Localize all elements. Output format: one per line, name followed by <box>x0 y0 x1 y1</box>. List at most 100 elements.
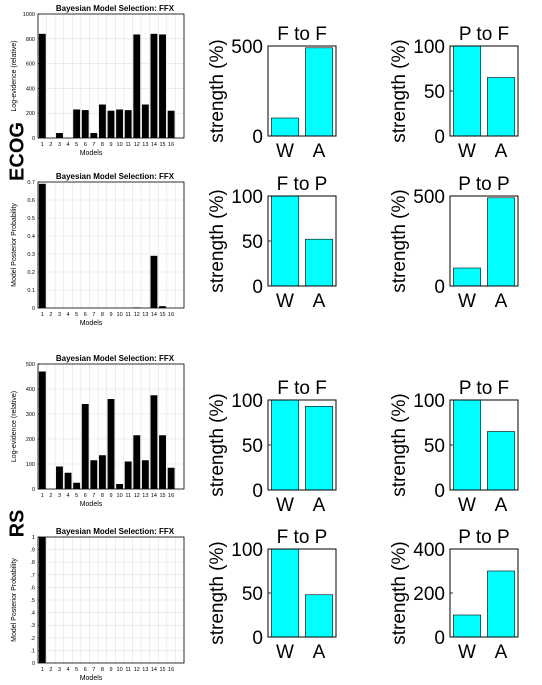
bar-A <box>487 570 515 638</box>
ytick-label: 0 <box>32 487 35 493</box>
chart-ecog-postprob: 00.10.20.30.40.50.60.71 2 3 4 5 6 7 8 9 10 11 12 13 1… <box>11 172 185 327</box>
xtick-label: 14 <box>151 493 157 499</box>
xtick-label: A <box>313 642 326 663</box>
bar-model-7 <box>90 460 98 489</box>
y-axis-label: strength (%) <box>389 393 410 496</box>
xtick-label: 4 <box>67 312 70 318</box>
y-axis-label: Model Posterior Probability <box>11 558 18 642</box>
ytick-label: 800 <box>26 37 35 43</box>
xtick-label: 13 <box>142 493 148 499</box>
chart-title: Bayesian Model Selection: FFX <box>56 354 175 363</box>
ytick-label: 300 <box>26 412 35 418</box>
bar-model-11 <box>124 110 132 138</box>
bar-model-6 <box>81 404 89 489</box>
xtick-label: A <box>313 495 326 516</box>
ytick-label: 100 <box>413 391 445 412</box>
chart-title: P to P <box>458 527 509 548</box>
bar-A <box>487 77 515 137</box>
xtick-label: 3 <box>58 142 61 148</box>
chart-ecog-f-to-p: 0 50 100 W A F to P strength (%) <box>207 174 337 312</box>
ytick-label: 50 <box>242 584 263 605</box>
xtick-label: A <box>313 291 326 312</box>
ytick-label: 50 <box>242 232 263 253</box>
ytick-label: .4 <box>30 611 35 617</box>
xtick-label: W <box>276 642 294 663</box>
xtick-label: 9 <box>109 312 112 318</box>
bar-W <box>271 117 299 137</box>
xtick-label: 5 <box>75 312 78 318</box>
plot-frame <box>267 45 337 137</box>
ytick-label: 0 <box>32 136 35 142</box>
xtick-label: 9 <box>109 493 112 499</box>
bar-A <box>305 594 333 638</box>
bar-model-5 <box>73 482 81 489</box>
bar-model-13 <box>141 104 149 138</box>
chart-rs-p-to-f: 0 50 100 W A P to F strength (%) <box>389 378 519 516</box>
chart-title: P to P <box>458 174 509 195</box>
ytick-label: .8 <box>30 560 35 566</box>
bar-model-11 <box>124 461 132 489</box>
xtick-label: W <box>276 495 294 516</box>
bar-A <box>305 47 333 137</box>
ytick-label: 100 <box>26 462 35 468</box>
xtick-label: 6 <box>84 667 87 673</box>
xtick-label: 11 <box>125 142 131 148</box>
xtick-label: 3 <box>58 493 61 499</box>
ytick-label: 0 <box>252 481 263 502</box>
xtick-label: 1 <box>41 493 44 499</box>
xtick-label: 14 <box>151 142 157 148</box>
x-axis-label: Models <box>80 320 103 327</box>
chart-title: Bayesian Model Selection: FFX <box>56 527 175 536</box>
ytick-label: 400 <box>26 86 35 92</box>
y-axis-label: strength (%) <box>207 541 228 644</box>
bar-W <box>271 195 299 287</box>
bar-model-12 <box>133 435 141 489</box>
chart-rs-p-to-p: 0 200 400 W A P to P strength (%) <box>389 527 519 663</box>
bar-model-14 <box>150 33 158 139</box>
plot-frame <box>37 13 185 139</box>
chart-ecog-f-to-f: 0 500 W A F to F strength (%) <box>207 24 337 162</box>
y-axis-label: Model Posterior Probability <box>11 203 18 287</box>
xtick-label: 6 <box>84 142 87 148</box>
xtick-label: 5 <box>75 667 78 673</box>
bar-model-6 <box>81 110 89 138</box>
chart-title: P to F <box>459 378 509 399</box>
xtick-label: 12 <box>134 493 140 499</box>
xtick-label: 10 <box>117 493 123 499</box>
bar-model-15 <box>159 435 166 489</box>
xtick-label: 2 <box>49 142 52 148</box>
y-axis-label: strength (%) <box>207 393 228 496</box>
xtick-label: 12 <box>134 142 140 148</box>
plot-frame <box>37 363 185 490</box>
ytick-label: 0.7 <box>27 180 35 186</box>
xtick-label: 8 <box>101 312 104 318</box>
bar-A <box>305 405 333 491</box>
xtick-label: 13 <box>142 667 148 673</box>
xtick-label: 8 <box>101 493 104 499</box>
bar-model-3 <box>56 466 63 489</box>
ytick-label: 0 <box>32 306 35 312</box>
xtick-label: 10 <box>117 142 123 148</box>
y-axis-label: Log-evidence (relative) <box>11 391 18 462</box>
chart-rs-f-to-p: 0 50 100 W A F to P strength (%) <box>207 527 337 663</box>
chart-rs-postprob: 0.1.2.3.4.5.6.7.8.911 2 3 4 5 6 7 8 9 10 11 12 13 14 1… <box>11 527 185 682</box>
xtick-label: 11 <box>125 493 131 499</box>
bar-model-16 <box>167 467 175 489</box>
bar-model-15 <box>159 34 166 138</box>
chart-title: F to F <box>277 378 327 399</box>
bar-model-8 <box>98 455 106 489</box>
bar-A <box>487 431 515 491</box>
x-axis-label: Models <box>80 150 103 157</box>
ytick-label: .9 <box>30 548 35 554</box>
bar-W <box>453 399 481 491</box>
xtick-label: 6 <box>84 312 87 318</box>
ytick-label: .1 <box>30 648 35 654</box>
xtick-label: 1 <box>41 312 44 318</box>
xtick-label: W <box>458 141 476 162</box>
xtick-label: W <box>458 642 476 663</box>
xtick-label: 16 <box>168 312 174 318</box>
xtick-label: 15 <box>159 667 165 673</box>
xtick-label: W <box>276 291 294 312</box>
xtick-label: 4 <box>67 142 70 148</box>
